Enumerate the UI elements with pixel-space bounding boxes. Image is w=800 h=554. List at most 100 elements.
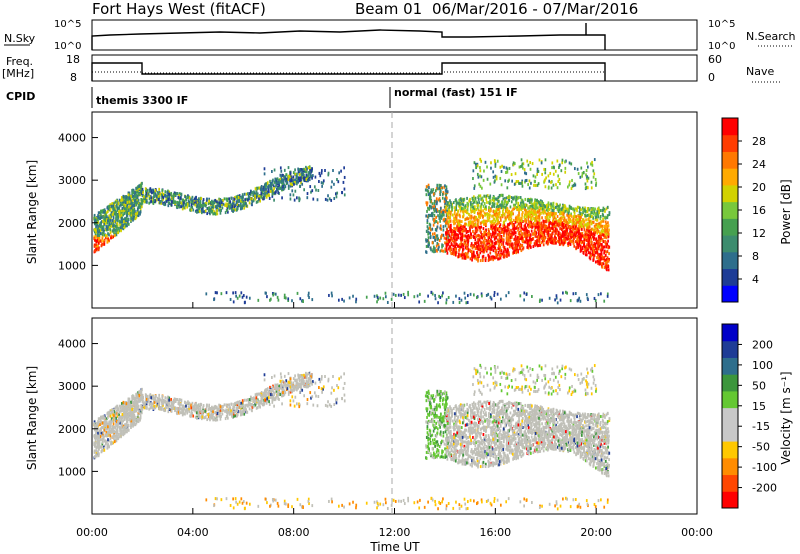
power-cell [558, 240, 560, 244]
power-cell [471, 253, 473, 257]
power-cell [566, 237, 568, 241]
power-cell [574, 226, 577, 230]
power-cell [484, 236, 486, 240]
power-cell [447, 223, 450, 227]
power-cell [546, 232, 549, 236]
power-cell [131, 188, 133, 192]
power-cell [548, 296, 551, 300]
power-cell [459, 219, 461, 223]
power-cell [447, 238, 450, 242]
power-cell [284, 175, 286, 179]
power-cell [518, 181, 520, 185]
power-cell [478, 238, 481, 242]
power-cell [463, 291, 466, 295]
power-cell [461, 229, 464, 233]
power-cell [559, 212, 562, 216]
power-cell [255, 190, 258, 194]
power-cell [113, 208, 115, 212]
power-cell [123, 225, 125, 229]
power-cell [500, 227, 503, 231]
power-cell [445, 214, 448, 218]
power-cell [499, 203, 501, 207]
power-cell [455, 227, 457, 231]
power-cell [281, 187, 284, 191]
power-cell [500, 169, 503, 173]
power-cell [590, 162, 592, 166]
power-cell [93, 216, 96, 220]
power-cell [439, 206, 442, 210]
power-cell [531, 294, 533, 298]
power-cell [517, 204, 520, 208]
power-cell [603, 255, 606, 259]
power-cell [143, 200, 146, 204]
power-cell [305, 173, 308, 177]
power-cell [523, 298, 525, 302]
power-cell [500, 203, 502, 207]
power-cell [471, 246, 474, 250]
power-cell [514, 203, 516, 207]
power-cell [459, 225, 462, 229]
power-cell [122, 213, 125, 217]
power-cell [101, 219, 104, 223]
power-cell [487, 218, 490, 222]
power-cell [589, 252, 592, 256]
power-cell [543, 223, 545, 227]
power-cell [493, 245, 496, 249]
power-cell [590, 227, 593, 231]
nsearch-label: N.Search [746, 30, 796, 43]
power-cell [442, 225, 445, 229]
power-cell [115, 231, 117, 235]
power-cell [141, 187, 144, 191]
power-cell [113, 212, 116, 216]
power-cell [126, 200, 129, 204]
power-cell [454, 253, 457, 257]
power-cell [447, 231, 450, 235]
power-cell [241, 204, 244, 208]
power-cell [466, 252, 468, 256]
power-cell [130, 217, 133, 221]
power-cell [497, 205, 500, 209]
power-cell [502, 229, 505, 233]
power-cell [301, 169, 304, 173]
power-cell [341, 190, 343, 194]
power-cell [510, 233, 513, 237]
power-cell [302, 300, 304, 304]
power-cell [273, 198, 275, 202]
power-cell [561, 227, 564, 231]
power-cell [307, 173, 310, 177]
power-cell [538, 214, 540, 218]
power-cell [94, 218, 97, 222]
power-cell [403, 296, 406, 300]
power-cell [517, 238, 520, 242]
power-cell [428, 222, 431, 226]
power-cell [487, 208, 490, 212]
power-cell [208, 197, 211, 201]
power-cell [466, 217, 468, 221]
power-cell [506, 170, 509, 174]
power-cell [122, 223, 124, 227]
power-cell [310, 169, 312, 173]
power-cell [530, 181, 532, 185]
power-cell [257, 298, 260, 302]
power-cell [119, 200, 122, 204]
power-cell [510, 213, 513, 217]
power-cell [596, 259, 599, 263]
power-cell [130, 206, 133, 210]
power-cell [586, 161, 588, 165]
power-cell [122, 200, 125, 204]
power-cell [480, 207, 482, 211]
power-cell [279, 180, 282, 184]
power-cell [444, 249, 447, 253]
power-cell [110, 234, 113, 238]
velocity-cell [136, 393, 139, 397]
power-cell [156, 196, 159, 200]
power-cell [131, 195, 133, 199]
power-cell [604, 265, 607, 269]
power-cell [471, 209, 474, 213]
power-cell [377, 297, 380, 301]
power-cell [127, 193, 130, 197]
power-cell [536, 227, 539, 231]
power-cell [464, 204, 467, 208]
power-cell [520, 198, 523, 202]
power-cell [243, 301, 246, 305]
